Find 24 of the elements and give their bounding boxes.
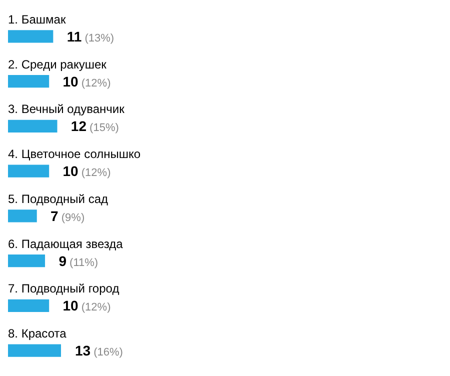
data-label: 10 (12%) [62, 298, 111, 314]
bar [8, 254, 46, 268]
y-tick-label: 6. Падающая звезда [8, 236, 124, 251]
bar [8, 210, 37, 222]
data-label: 11 (13%) [66, 28, 114, 44]
data-label: 10 (12%) [62, 73, 111, 90]
bar [8, 120, 58, 133]
y-tick-label: 5. Подводный сад [8, 192, 108, 206]
y-tick-label: 3. Вечный одуванчик [8, 102, 126, 116]
bar [8, 74, 50, 88]
data-label: 12 (15%) [70, 118, 119, 134]
data-label: 9 (11%) [58, 252, 98, 269]
bar [8, 164, 50, 178]
y-tick-label: 1. Башмак [8, 12, 66, 26]
y-tick-label: 8. Красота [8, 326, 67, 341]
y-tick-label: 2. Среди ракушек [8, 57, 108, 72]
bar [8, 299, 50, 312]
data-label: 13 (16%) [75, 342, 123, 359]
bar [8, 344, 61, 357]
y-tick-label: 4. Цветочное солнышко [8, 147, 141, 162]
bar [8, 30, 54, 43]
y-tick-label: 7. Подводный город [8, 282, 120, 296]
data-label: 10 (12%) [62, 163, 111, 180]
data-label: 7 (9%) [50, 208, 85, 224]
